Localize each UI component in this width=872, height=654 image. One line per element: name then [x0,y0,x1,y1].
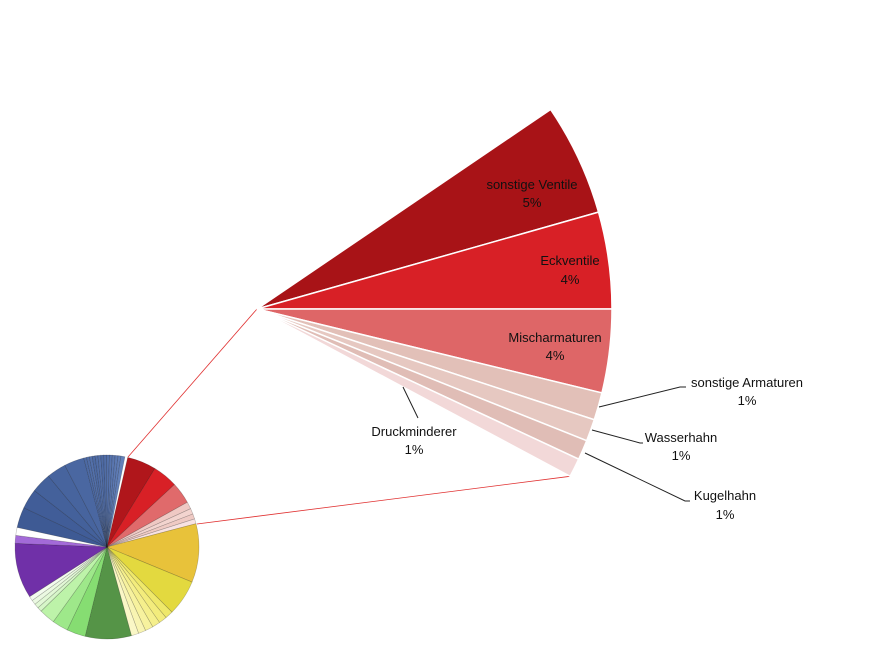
overview-slice [31,546,108,605]
label-sonstige-armaturen: sonstige Armaturen [691,375,803,390]
overview-slice [14,535,108,548]
label-wasserhahn: Wasserhahn [645,430,718,445]
detail-slice-druckminderer [256,308,580,478]
overview-slice [33,475,108,548]
overview-slice [106,454,110,548]
overview-slice [14,543,108,598]
value-wasserhahn: 1% [672,448,691,463]
connector-line-bottom [196,475,571,525]
leader-line [598,386,686,408]
overview-slice [106,513,195,548]
overview-slice [106,456,156,548]
overview-slice [52,546,108,631]
overview-slice [16,507,108,548]
overview-slice [100,454,108,548]
overview-slice [106,546,154,631]
label-sonstige-ventile: sonstige Ventile [486,177,577,192]
overview-pie [14,454,200,640]
overview-slice [106,546,139,637]
overview-slice [37,546,108,612]
overview-slice [106,546,167,623]
detail-sector [256,108,613,478]
overview-slice [34,546,108,609]
data-labels: sonstige Ventile 5% Eckventile 4% Mischa… [371,177,803,522]
label-eckventile: Eckventile [540,253,599,268]
overview-slice [106,454,116,548]
overview-slice [15,527,108,548]
overview-slice [106,455,122,548]
value-sonstige-armaturen: 1% [738,393,757,408]
value-mischarmaturen: 4% [546,348,565,363]
connector-line-top [127,308,258,458]
value-sonstige-ventile: 5% [523,195,542,210]
label-druckminderer: Druckminderer [371,424,457,439]
overview-slice [106,546,146,634]
overview-slice [97,454,108,548]
overview-slice [106,523,200,583]
overview-slice [40,546,108,623]
label-mischarmaturen: Mischarmaturen [508,330,601,345]
overview-slice [94,455,108,548]
overview-slice [64,457,108,548]
overview-slice [106,546,193,613]
overview-slice [83,456,108,548]
overview-slice [106,455,119,548]
overview-slice [23,490,108,548]
leader-lines [402,386,690,502]
overview-slice [106,508,194,548]
overview-slice [106,546,173,619]
value-eckventile: 4% [561,272,580,287]
overview-slice [106,546,160,628]
overview-slice [91,455,108,548]
overview-slice [106,501,192,548]
overview-slice [106,468,175,548]
overview-slice [86,456,108,548]
leader-line [584,452,690,502]
overview-slice [84,545,132,640]
overview-slice [29,546,108,601]
leader-line [402,386,419,419]
value-druckminderer: 1% [405,442,424,457]
overview-slice [48,464,108,548]
overview-slice [66,546,108,637]
connector-lines [127,308,571,525]
label-kugelhahn: Kugelhahn [694,488,756,503]
leader-line [591,429,643,444]
value-kugelhahn: 1% [716,507,735,522]
overview-slice [106,455,126,548]
overview-slice [88,455,108,548]
overview-slice [106,484,188,548]
overview-slice [103,454,108,548]
overview-slice [106,454,113,548]
overview-slice [106,518,197,548]
